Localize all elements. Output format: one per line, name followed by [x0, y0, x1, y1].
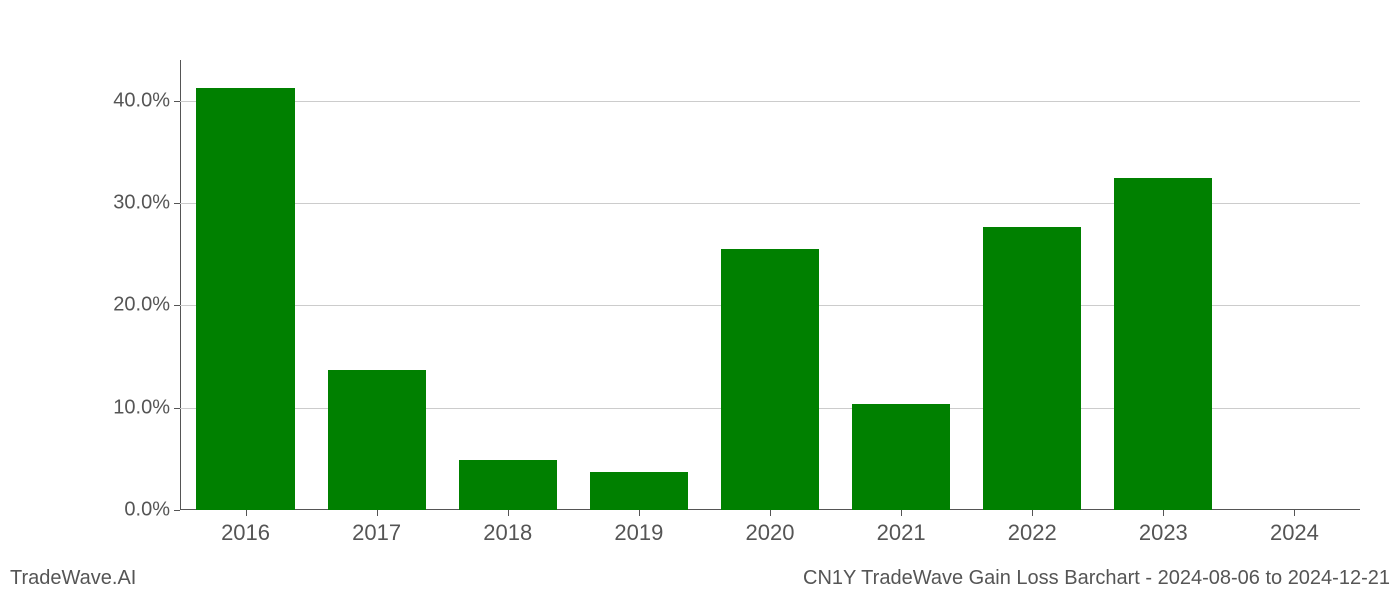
footer-caption: CN1Y TradeWave Gain Loss Barchart - 2024…: [803, 567, 1390, 590]
y-tick-label: 20.0%: [80, 294, 170, 317]
x-tick-label: 2020: [746, 520, 795, 546]
x-tick-mark: [377, 510, 378, 516]
bar: [590, 472, 688, 510]
x-tick-mark: [508, 510, 509, 516]
bar: [1114, 178, 1212, 510]
x-tick-mark: [1294, 510, 1295, 516]
x-tick-label: 2021: [877, 520, 926, 546]
x-tick-label: 2016: [221, 520, 270, 546]
x-tick-mark: [639, 510, 640, 516]
chart-area: 0.0%10.0%20.0%30.0%40.0% 201620172018201…: [180, 60, 1360, 510]
x-tick-label: 2018: [483, 520, 532, 546]
y-tick-label: 40.0%: [80, 89, 170, 112]
x-tick-mark: [1032, 510, 1033, 516]
x-tick-mark: [1163, 510, 1164, 516]
y-tick-label: 30.0%: [80, 192, 170, 215]
x-tick-mark: [770, 510, 771, 516]
x-tick-label: 2017: [352, 520, 401, 546]
y-tick-mark: [174, 510, 180, 511]
bar: [459, 460, 557, 510]
bar-group: [180, 60, 1360, 510]
x-tick-mark: [901, 510, 902, 516]
bar: [196, 88, 294, 510]
bar: [328, 370, 426, 510]
x-tick-label: 2022: [1008, 520, 1057, 546]
bar: [721, 249, 819, 510]
bar: [983, 227, 1081, 510]
x-tick-label: 2023: [1139, 520, 1188, 546]
x-tick-label: 2024: [1270, 520, 1319, 546]
y-tick-label: 0.0%: [80, 499, 170, 522]
y-tick-label: 10.0%: [80, 396, 170, 419]
footer-brand: TradeWave.AI: [10, 567, 136, 590]
x-tick-label: 2019: [614, 520, 663, 546]
bar: [852, 404, 950, 510]
x-tick-mark: [246, 510, 247, 516]
